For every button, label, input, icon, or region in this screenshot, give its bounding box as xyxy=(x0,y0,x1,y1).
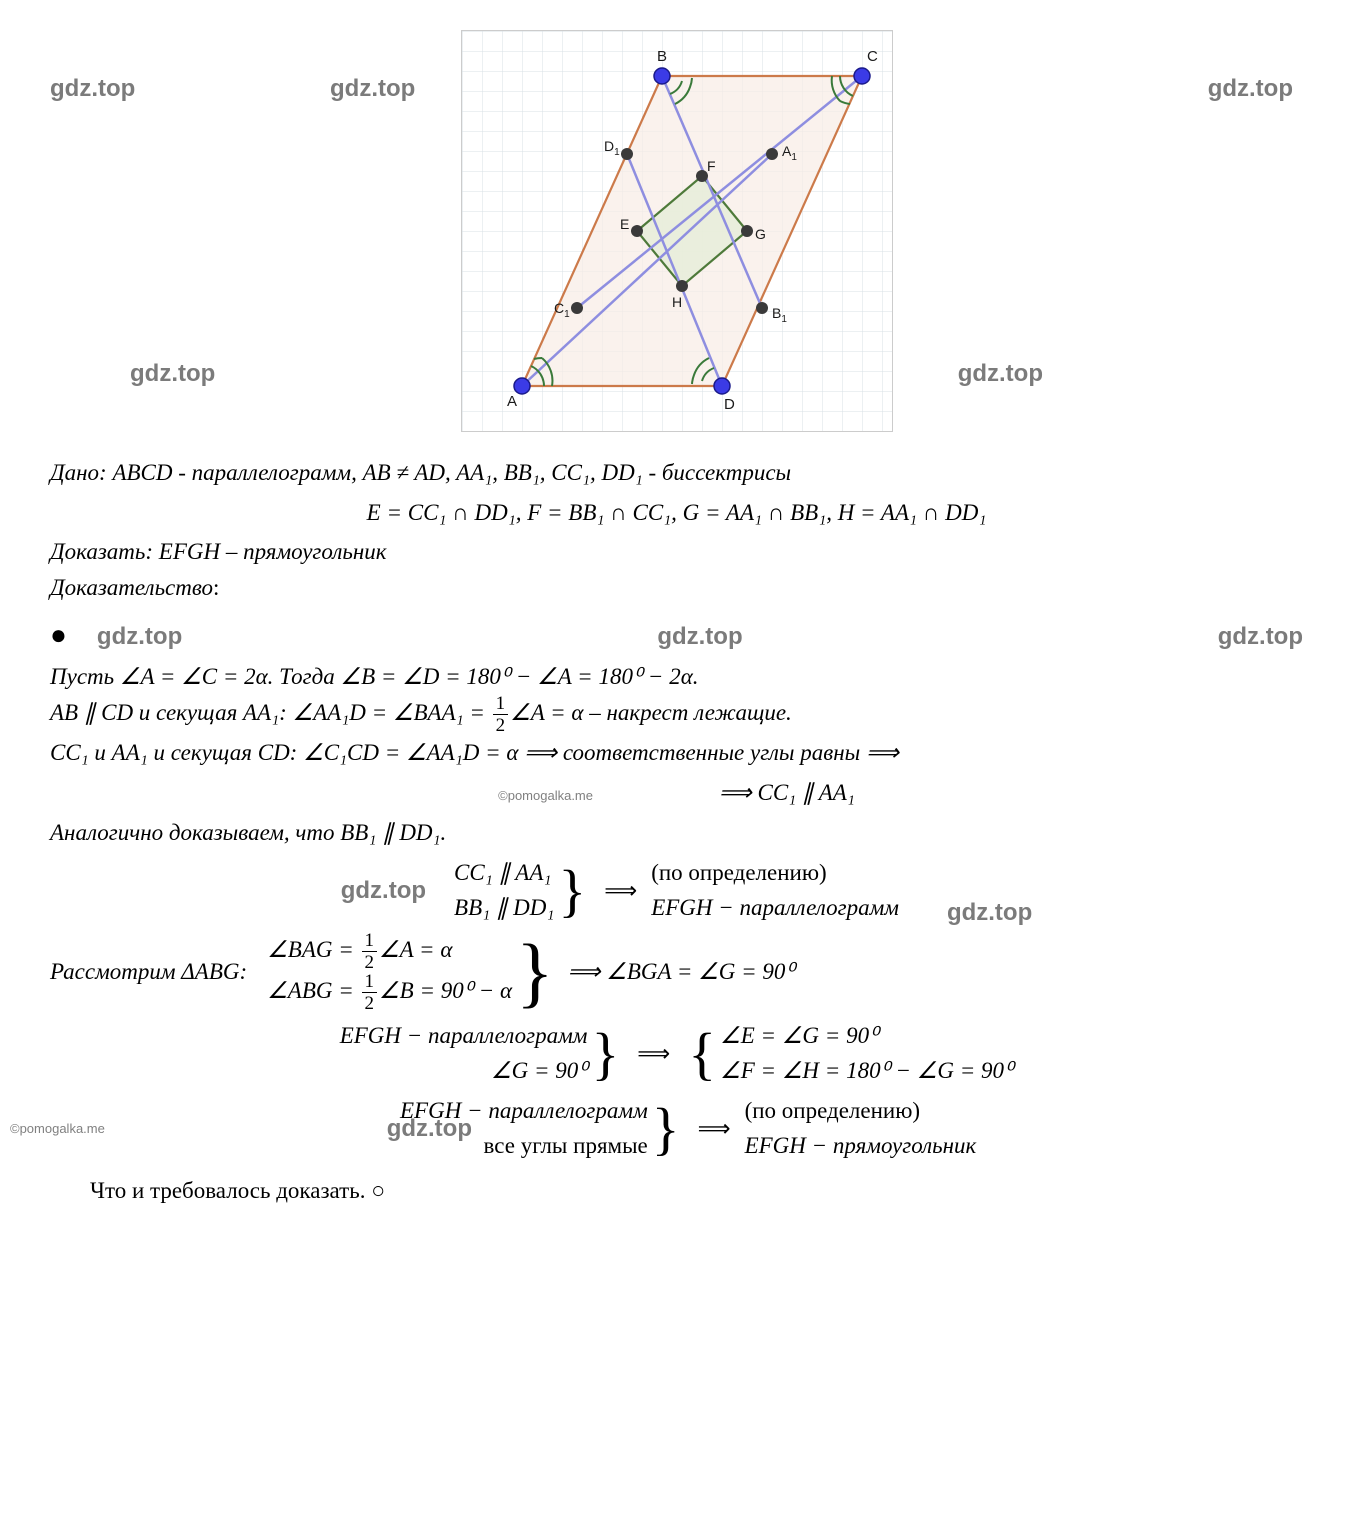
svg-text:F: F xyxy=(707,158,716,174)
watermark-gdz: gdz.top xyxy=(387,1110,472,1147)
watermark-gdz: gdz.top xyxy=(657,618,742,655)
proof-p2: AB ∥ CD и секущая AA₁: ∠AA₁D = ∠BAA₁ = 1… xyxy=(50,694,1303,735)
watermark-gdz: gdz.top xyxy=(1208,75,1293,103)
given-intersections: E = CC₁ ∩ DD₁, F = BB₁ ∩ CC₁, G = AA₁ ∩ … xyxy=(50,495,1303,531)
watermark-gdz: gdz.top xyxy=(330,75,415,103)
svg-text:D: D xyxy=(724,396,735,413)
proof-label: Доказательство: xyxy=(50,570,1303,606)
prove-line: Доказать: EFGH – прямоугольник xyxy=(50,534,1303,570)
system-2-result: ⟹ ∠BGA = ∠G = 90⁰ xyxy=(568,954,795,990)
watermark-gdz: gdz.top xyxy=(341,872,426,909)
proof-p3c: ⟹ CC₁ ∥ AA₁ xyxy=(719,780,855,805)
svg-text:H: H xyxy=(672,294,682,310)
svg-text:C: C xyxy=(867,48,878,65)
system-3: EFGH − параллелограмм ∠G = 90⁰ } ⟹ { ∠E … xyxy=(50,1019,1303,1088)
system-4: ©pomogalka.me gdz.top EFGH − параллелогр… xyxy=(50,1094,1303,1163)
bullet-watermark-row: ● gdz.top gdz.top gdz.top xyxy=(50,618,1303,655)
given-line: Дано: ABCD - параллелограмм, AB ≠ AD, AA… xyxy=(50,455,1303,491)
watermark-gdz: gdz.top xyxy=(947,894,1032,931)
dano-label: Дано xyxy=(50,460,99,485)
bullet-icon: ● xyxy=(50,622,67,650)
watermark-gdz: gdz.top xyxy=(50,75,135,103)
dokazat-label: Доказать xyxy=(50,539,145,564)
watermark-pomogalka: ©pomogalka.me xyxy=(498,788,593,803)
consider-triangle: Рассмотрим ΔABG: xyxy=(50,954,247,990)
watermark-gdz: gdz.top xyxy=(958,360,1043,388)
proof-p4: Аналогично доказываем, что BB₁ ∥ DD₁. xyxy=(50,815,1303,851)
watermark-gdz: gdz.top xyxy=(97,618,182,655)
qed: Что и требовалось доказать. ○ xyxy=(90,1173,1303,1209)
system-2: ∠BAG = 12∠A = α ∠ABG = 12∠B = 90⁰ − α } xyxy=(267,931,557,1013)
svg-text:E: E xyxy=(620,216,629,232)
svg-text:B: B xyxy=(657,48,667,65)
watermark-gdz: gdz.top xyxy=(1218,618,1303,655)
watermark-gdz: gdz.top xyxy=(130,360,215,388)
proof-p1: Пусть ∠A = ∠C = 2α. Тогда ∠B = ∠D = 180⁰… xyxy=(50,659,1303,695)
svg-text:A: A xyxy=(507,393,517,410)
dano-body: : ABCD - параллелограмм, AB ≠ AD, AA₁, B… xyxy=(99,460,791,485)
system-1: gdz.top CC₁ ∥ AA₁ BB₁ ∥ DD₁ } ⟹ (по опре… xyxy=(50,856,1303,925)
watermark-pomogalka: ©pomogalka.me xyxy=(10,1119,105,1139)
proof-p3c-row: ©pomogalka.me ⟹ CC₁ ∥ AA₁ xyxy=(50,775,1303,811)
svg-text:G: G xyxy=(755,226,766,242)
proof-p3a: CC₁ и AA₁ и секущая CD: ∠C₁CD = ∠AA₁D = … xyxy=(50,735,1303,771)
dokazat-body: : EFGH – прямоугольник xyxy=(145,539,386,564)
geometry-figure: A B C D D1 A1 C1 B1 E F G H xyxy=(461,30,893,432)
